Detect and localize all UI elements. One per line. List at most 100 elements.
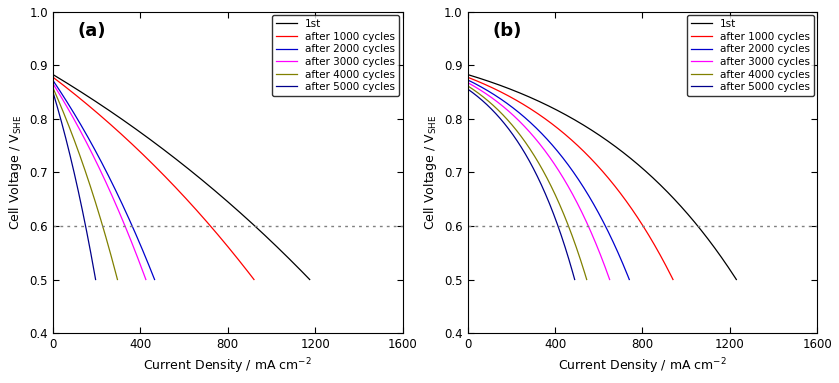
after 5000 cycles (75, 196, 85, 200)
1st (149, 141, 159, 145)
after 1000 cycles (668, 277, 678, 282)
Line: after 3000 cycles: after 3000 cycles (467, 83, 610, 280)
after 4000 cycles (55, 103, 65, 108)
Line: after 4000 cycles: after 4000 cycles (467, 86, 586, 280)
after 4000 cycles (69, 137, 79, 142)
1st (132, 127, 142, 132)
1st (569, 117, 579, 122)
after 4000 cycles (95, 214, 105, 219)
after 3000 cycles (565, 188, 576, 192)
after 5000 cycles (505, 128, 515, 133)
after 4000 cycles (48, 86, 58, 90)
after 2000 cycles (88, 144, 98, 149)
after 1000 cycles (48, 75, 58, 80)
after 1000 cycles (611, 185, 621, 190)
after 3000 cycles (48, 81, 58, 86)
after 2000 cycles (482, 88, 492, 93)
after 2000 cycles (565, 164, 575, 169)
1st (732, 277, 742, 282)
Line: after 2000 cycles: after 2000 cycles (467, 80, 629, 280)
after 4000 cycles (510, 126, 520, 131)
after 4000 cycles (538, 167, 548, 172)
after 2000 cycles (624, 277, 634, 282)
after 1000 cycles (193, 210, 203, 214)
after 1000 cycles (591, 163, 602, 167)
after 3000 cycles (519, 123, 529, 128)
after 2000 cycles (60, 97, 70, 101)
after 3000 cycles (462, 80, 472, 85)
1st (235, 210, 245, 214)
after 5000 cycles (48, 90, 58, 95)
after 2000 cycles (48, 78, 58, 83)
after 4000 cycles (74, 149, 84, 154)
after 3000 cycles (552, 166, 562, 170)
Line: after 1000 cycles: after 1000 cycles (467, 77, 673, 280)
after 5000 cycles (79, 216, 89, 220)
after 4000 cycles (549, 189, 559, 193)
Line: after 2000 cycles: after 2000 cycles (53, 80, 154, 280)
after 1000 cycles (487, 85, 498, 90)
1st (79, 92, 89, 96)
Line: 1st: 1st (53, 75, 310, 280)
after 5000 cycles (540, 192, 550, 196)
1st (48, 72, 58, 77)
after 1000 cycles (612, 187, 622, 191)
after 3000 cycles (78, 134, 88, 139)
after 2000 cycles (122, 212, 132, 216)
after 2000 cycles (122, 211, 132, 215)
after 2000 cycles (462, 78, 472, 82)
1st (658, 185, 668, 190)
after 2000 cycles (580, 188, 590, 192)
after 1000 cycles (194, 211, 204, 215)
Y-axis label: Cell Voltage / V$_\mathrm{SHE}$: Cell Voltage / V$_\mathrm{SHE}$ (421, 115, 439, 230)
after 1000 cycles (529, 109, 539, 114)
after 4000 cycles (550, 190, 560, 195)
after 3000 cycles (141, 277, 151, 282)
after 5000 cycles (570, 277, 580, 282)
after 1000 cycles (175, 189, 185, 194)
1st (632, 161, 642, 166)
after 4000 cycles (95, 213, 105, 218)
after 5000 cycles (91, 277, 101, 282)
1st (657, 184, 667, 188)
after 3000 cycles (116, 213, 126, 218)
Line: 1st: 1st (467, 75, 737, 280)
Line: after 4000 cycles: after 4000 cycles (53, 88, 117, 280)
Line: after 5000 cycles: after 5000 cycles (53, 92, 96, 280)
1st (210, 188, 220, 193)
after 3000 cycles (59, 100, 69, 104)
after 5000 cycles (462, 87, 472, 91)
after 3000 cycles (509, 114, 519, 118)
after 3000 cycles (107, 192, 117, 196)
1st (495, 83, 505, 88)
Text: (b): (b) (492, 21, 522, 39)
after 1000 cycles (544, 119, 554, 124)
Line: after 1000 cycles: after 1000 cycles (53, 77, 254, 280)
X-axis label: Current Density / mA cm$^{-2}$: Current Density / mA cm$^{-2}$ (558, 357, 727, 376)
after 5000 cycles (53, 108, 63, 112)
after 5000 cycles (498, 119, 508, 124)
after 5000 cycles (530, 169, 540, 174)
after 3000 cycles (565, 189, 576, 193)
1st (462, 72, 472, 77)
1st (233, 209, 243, 213)
after 5000 cycles (79, 214, 89, 219)
X-axis label: Current Density / mA cm$^{-2}$: Current Density / mA cm$^{-2}$ (143, 357, 312, 376)
Line: after 5000 cycles: after 5000 cycles (467, 89, 575, 280)
after 1000 cycles (113, 129, 123, 134)
Y-axis label: Cell Voltage / V$_\mathrm{SHE}$: Cell Voltage / V$_\mathrm{SHE}$ (7, 115, 24, 230)
after 2000 cycles (579, 186, 589, 191)
after 2000 cycles (515, 111, 525, 116)
after 2000 cycles (527, 121, 537, 126)
after 4000 cycles (581, 277, 591, 282)
after 2000 cycles (149, 277, 159, 282)
after 3000 cycles (605, 277, 615, 282)
after 4000 cycles (112, 277, 122, 282)
after 5000 cycles (476, 97, 486, 101)
after 1000 cycles (72, 94, 82, 98)
after 2000 cycles (81, 132, 91, 136)
after 4000 cycles (88, 194, 98, 198)
after 4000 cycles (502, 116, 512, 121)
after 4000 cycles (462, 83, 472, 88)
after 3000 cycles (85, 147, 95, 151)
